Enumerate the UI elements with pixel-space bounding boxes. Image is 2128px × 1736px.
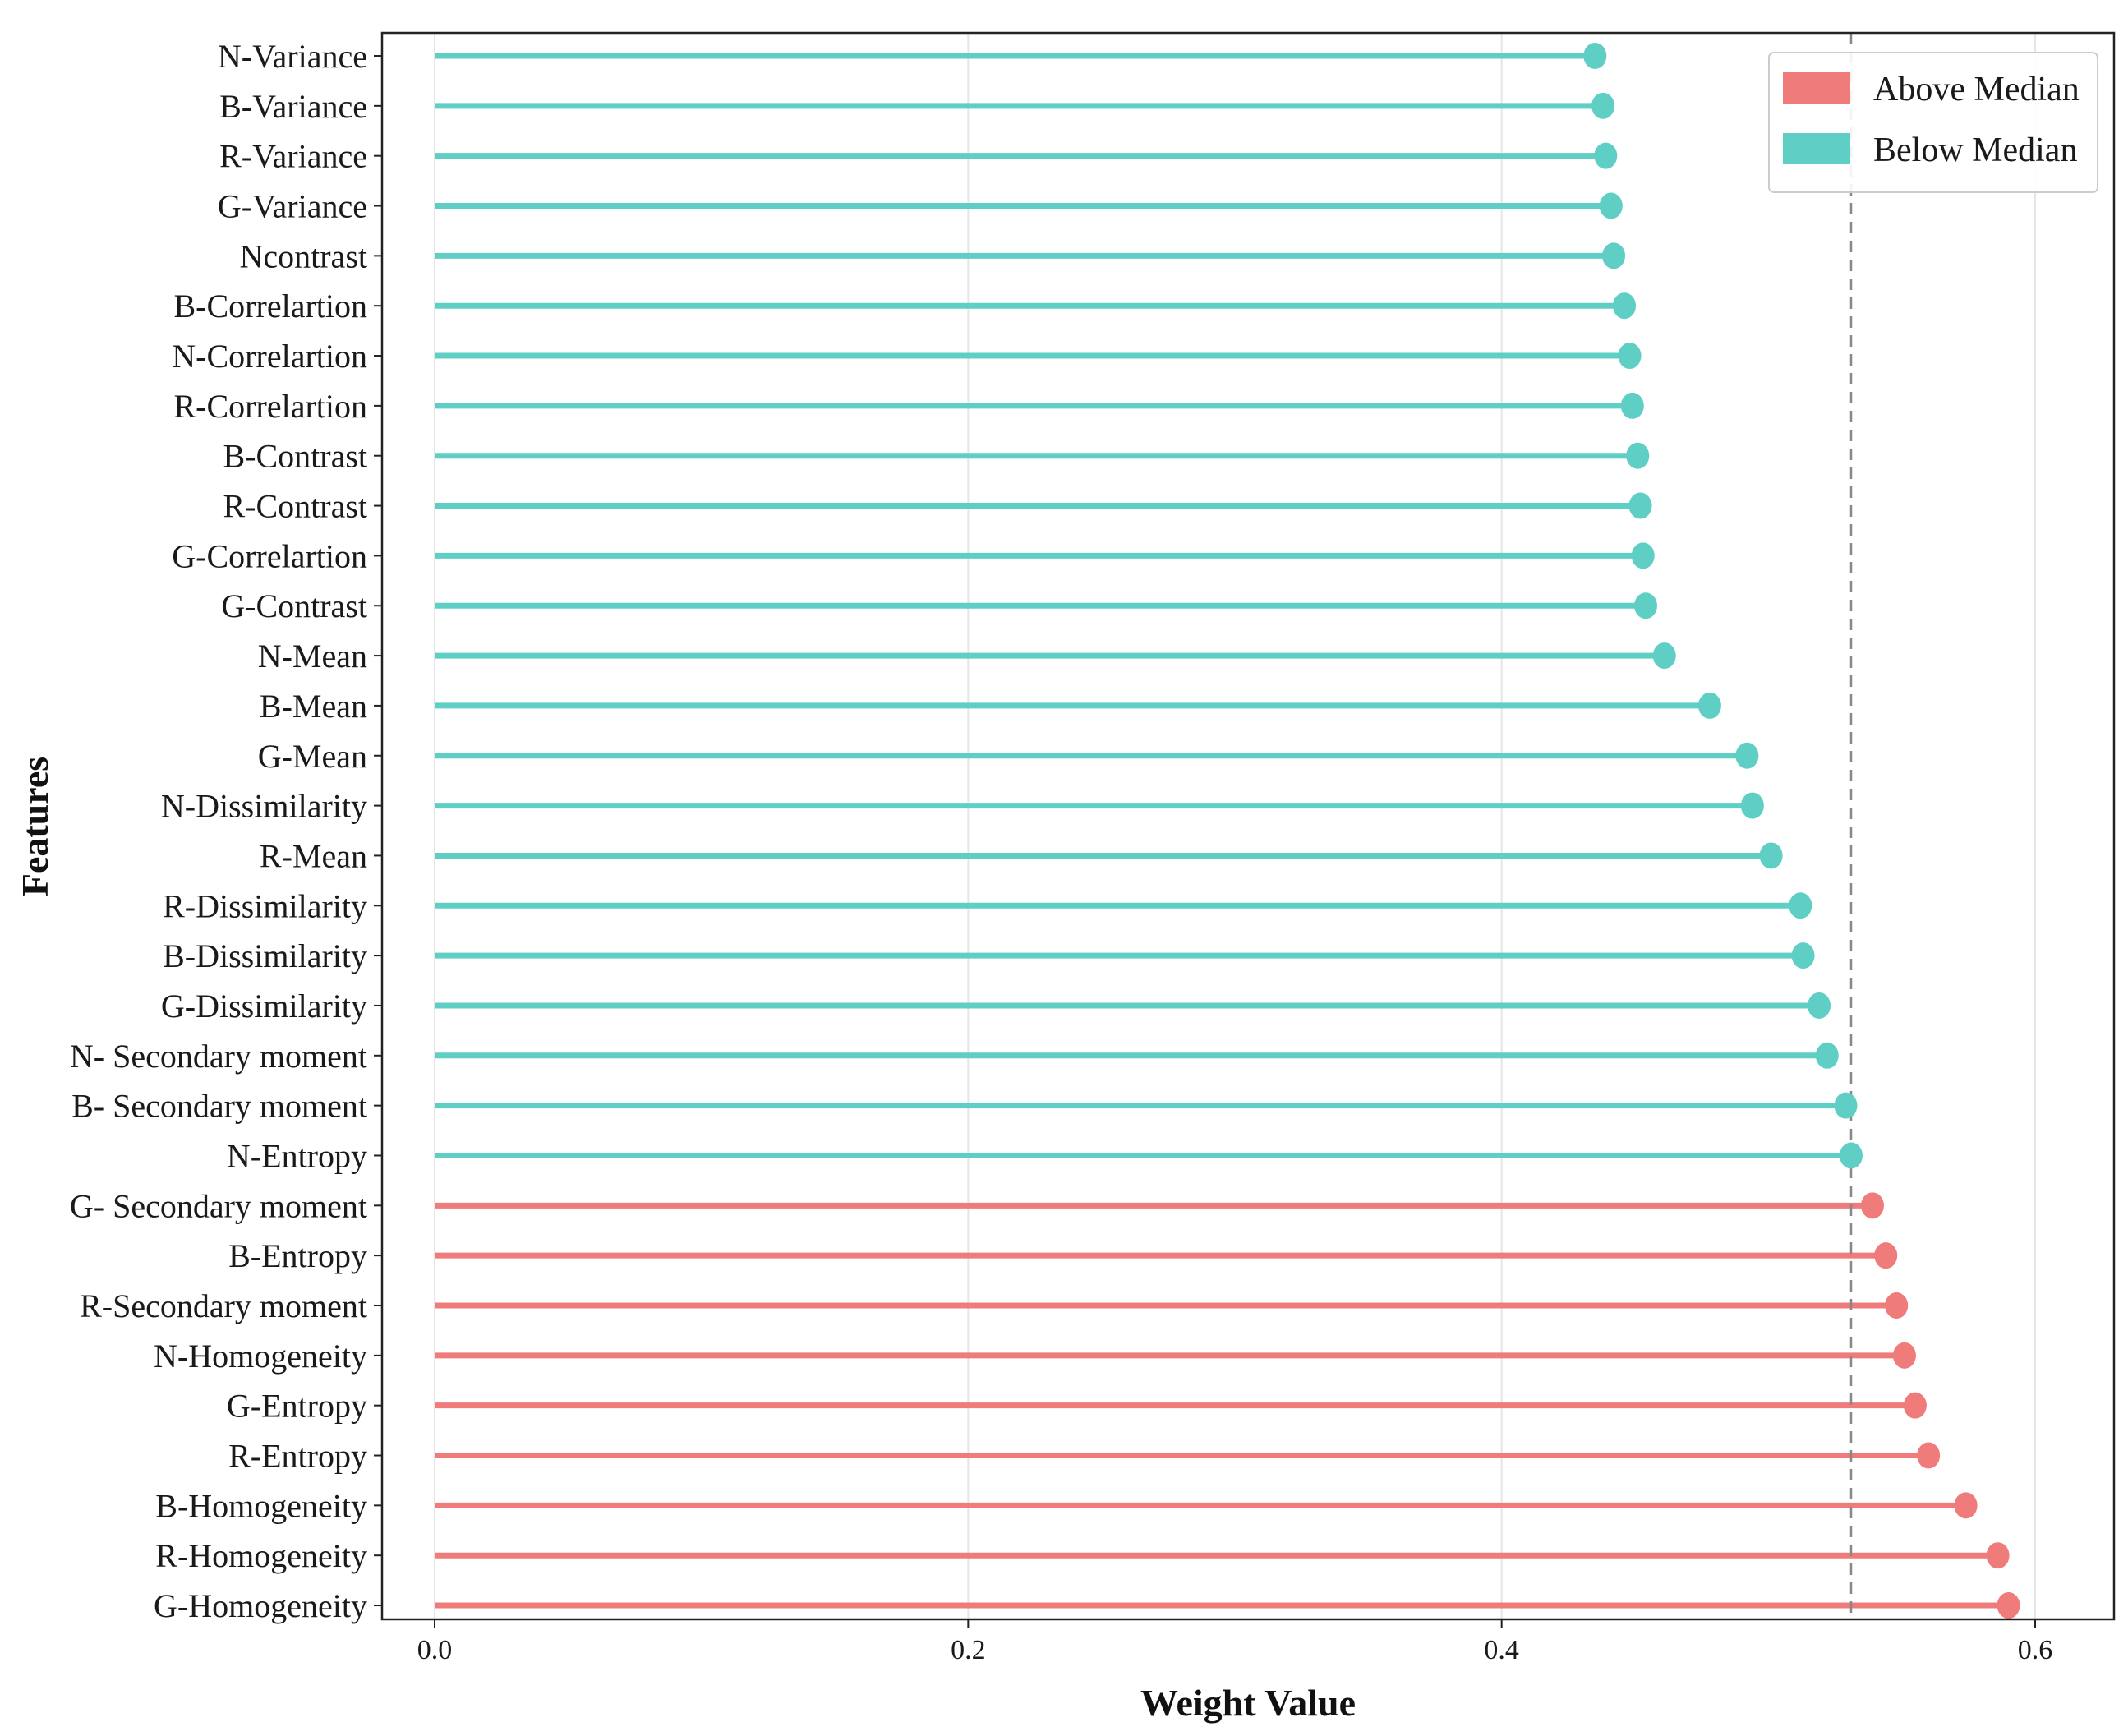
data-point [1583, 43, 1607, 69]
data-point [1697, 692, 1721, 719]
y-tick-label: G-Correlartion [172, 537, 367, 574]
data-point [1834, 1092, 1858, 1119]
y-tick-label: Ncontrast [239, 237, 367, 274]
y-tick-label: G-Entropy [227, 1388, 367, 1425]
y-tick-label: N-Mean [258, 638, 367, 675]
y-tick-labels: N-Variance B-Variance R-Variance G-Variance… [70, 38, 382, 1624]
data-point [1599, 192, 1623, 219]
y-tick-label: R-Contrast [223, 488, 367, 525]
y-tick-label: G-Mean [258, 738, 367, 775]
y-tick-label: N-Correlartion [172, 338, 367, 375]
data-point [1954, 1492, 1978, 1519]
y-tick-label: R-Secondary moment [80, 1287, 367, 1324]
y-tick-label: N-Variance [218, 38, 367, 75]
data-point [1618, 343, 1642, 370]
data-point [1903, 1392, 1927, 1419]
y-tick-label: N-Homogeneity [154, 1338, 367, 1375]
y-tick-label: B-Dissimilarity [163, 937, 367, 974]
data-point [1839, 1142, 1863, 1169]
y-tick-label: G-Homogeneity [154, 1587, 367, 1624]
y-tick-label: B-Entropy [228, 1237, 367, 1274]
data-point [1986, 1542, 2010, 1569]
data-point [1789, 892, 1812, 919]
x-tick-label: 0.6 [2018, 1635, 2053, 1665]
data-point [1791, 942, 1815, 969]
data-point [1740, 792, 1764, 819]
data-point [1892, 1342, 1916, 1369]
y-tick-label: B-Homogeneity [155, 1487, 367, 1524]
legend-label-above: Above Median [1873, 71, 2080, 108]
y-tick-label: N-Entropy [227, 1137, 367, 1174]
data-point [1759, 842, 1783, 869]
data-point [1815, 1042, 1839, 1069]
data-point [1735, 742, 1759, 769]
x-tick-label: 0.0 [417, 1635, 453, 1665]
x-tick-label: 0.4 [1484, 1635, 1519, 1665]
y-tick-label: B-Correlartion [174, 288, 368, 325]
data-point [1620, 392, 1644, 419]
data-point [1626, 442, 1650, 469]
data-point [1594, 142, 1618, 169]
y-tick-label: B-Variance [219, 88, 367, 125]
y-tick-label: G- Secondary moment [70, 1187, 367, 1224]
x-tick-labels: 0.0 0.2 0.4 0.6 [417, 1619, 2053, 1665]
y-tick-label: G-Contrast [221, 587, 367, 624]
y-tick-label: G-Variance [218, 188, 367, 225]
grid-layer [434, 33, 2037, 1619]
y-tick-label: N-Dissimilarity [161, 788, 367, 825]
y-tick-label: R-Entropy [228, 1438, 367, 1475]
x-axis-title: Weight Value [1140, 1682, 1356, 1724]
data-point [1628, 492, 1652, 519]
data-point [1613, 292, 1637, 320]
dot-layer [1583, 43, 2020, 1619]
data-point [1602, 242, 1626, 269]
legend-label-below: Below Median [1873, 131, 2077, 169]
data-point [1874, 1242, 1898, 1269]
y-tick-label: R-Mean [260, 837, 367, 874]
legend-frame [1768, 52, 2098, 193]
legend: Above Median Below Median [1768, 52, 2098, 193]
y-tick-label: N- Secondary moment [70, 1038, 367, 1075]
y-tick-label: B- Secondary moment [71, 1088, 367, 1125]
legend-swatch-above [1783, 72, 1850, 104]
y-tick-label: B-Mean [260, 688, 367, 725]
stem-layer [435, 53, 2009, 1609]
y-tick-label: R-Dissimilarity [163, 887, 367, 924]
data-point [1631, 542, 1655, 569]
legend-swatch-below [1783, 133, 1850, 164]
data-point [1652, 642, 1676, 670]
y-tick-label: R-Variance [219, 138, 367, 175]
data-point [1634, 592, 1658, 619]
data-point [1917, 1442, 1941, 1469]
y-tick-label: R-Homogeneity [155, 1537, 367, 1574]
y-tick-label: G-Dissimilarity [161, 988, 367, 1025]
data-point [1885, 1292, 1909, 1319]
y-tick-label: B-Contrast [223, 438, 367, 475]
data-point [1860, 1192, 1884, 1219]
data-point [1808, 992, 1831, 1019]
y-axis-title: Features [14, 757, 56, 896]
y-tick-label: R-Correlartion [174, 388, 368, 425]
plot-frame [380, 31, 2116, 1621]
data-point [1591, 92, 1615, 119]
data-point [1997, 1592, 2020, 1619]
x-tick-label: 0.2 [951, 1635, 986, 1665]
